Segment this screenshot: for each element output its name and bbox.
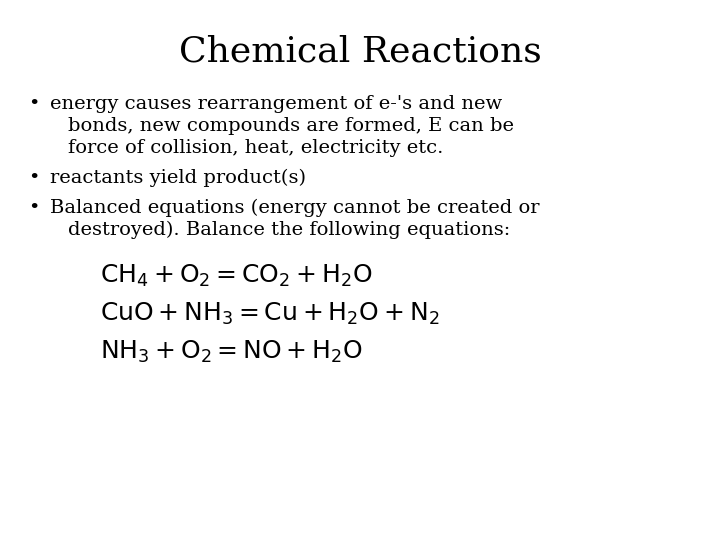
Text: reactants yield product(s): reactants yield product(s)	[50, 169, 306, 187]
Text: •: •	[28, 169, 40, 187]
Text: $\mathrm{CuO + NH_3 = Cu + H_2O + N_2}$: $\mathrm{CuO + NH_3 = Cu + H_2O + N_2}$	[100, 301, 439, 327]
Text: •: •	[28, 95, 40, 113]
Text: Chemical Reactions: Chemical Reactions	[179, 35, 541, 69]
Text: force of collision, heat, electricity etc.: force of collision, heat, electricity et…	[68, 139, 444, 157]
Text: •: •	[28, 199, 40, 217]
Text: $\mathrm{NH_3 + O_2 = NO + H_2O}$: $\mathrm{NH_3 + O_2 = NO + H_2O}$	[100, 339, 363, 365]
Text: destroyed). Balance the following equations:: destroyed). Balance the following equati…	[68, 221, 510, 239]
Text: $\mathrm{CH_4 + O_2 = CO_2 + H_2O}$: $\mathrm{CH_4 + O_2 = CO_2 + H_2O}$	[100, 263, 372, 289]
Text: energy causes rearrangement of e-'s and new: energy causes rearrangement of e-'s and …	[50, 95, 503, 113]
Text: Balanced equations (energy cannot be created or: Balanced equations (energy cannot be cre…	[50, 199, 539, 217]
Text: bonds, new compounds are formed, E can be: bonds, new compounds are formed, E can b…	[68, 117, 514, 135]
